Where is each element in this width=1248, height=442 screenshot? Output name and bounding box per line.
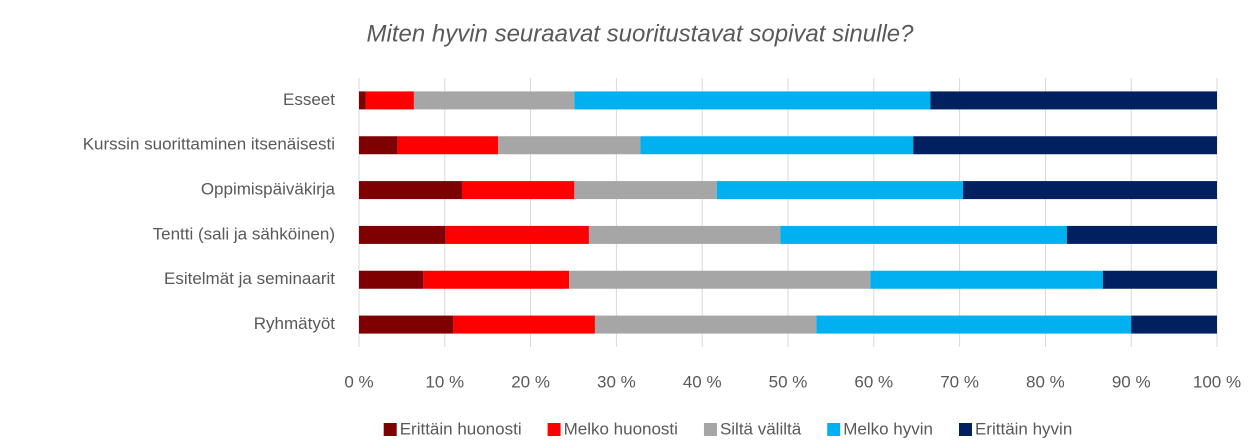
x-tick-label: 0 % bbox=[344, 372, 373, 391]
y-tick-label: Oppimispäiväkirja bbox=[201, 180, 336, 199]
bar-segment bbox=[359, 225, 446, 244]
bar-segment bbox=[780, 225, 1067, 244]
y-tick-label: Kurssin suorittaminen itsenäisesti bbox=[83, 135, 335, 154]
bar-segment bbox=[359, 270, 424, 289]
bar-segment bbox=[413, 91, 575, 110]
bar-segment bbox=[461, 181, 575, 200]
legend-label: Erittäin huonosti bbox=[400, 419, 522, 438]
x-tick-label: 20 % bbox=[511, 372, 550, 391]
x-tick-label: 80 % bbox=[1026, 372, 1065, 391]
bar-segment bbox=[397, 136, 498, 155]
bar-segment bbox=[816, 315, 1132, 334]
bar-segment bbox=[1102, 270, 1217, 289]
legend-label: Erittäin hyvin bbox=[975, 419, 1072, 438]
y-tick-label: Ryhmätyöt bbox=[254, 314, 336, 333]
chart-title: Miten hyvin seuraavat suoritustavat sopi… bbox=[367, 20, 915, 47]
y-tick-label: Esitelmät ja seminaarit bbox=[164, 269, 335, 288]
bar-segment bbox=[423, 270, 570, 289]
bar-segment bbox=[359, 315, 454, 334]
bar-segment bbox=[497, 136, 641, 155]
bar-segment bbox=[963, 181, 1217, 200]
bar-segment bbox=[1066, 225, 1217, 244]
bar-segment bbox=[445, 225, 589, 244]
bar-segment bbox=[870, 270, 1103, 289]
x-tick-label: 90 % bbox=[1112, 372, 1151, 391]
x-tick-label: 70 % bbox=[940, 372, 979, 391]
legend-swatch bbox=[827, 423, 841, 436]
bar-segment bbox=[359, 181, 462, 200]
legend-swatch bbox=[703, 423, 717, 436]
bar-segment bbox=[359, 136, 398, 155]
legend-swatch bbox=[958, 423, 972, 436]
y-tick-label: Esseet bbox=[283, 90, 335, 109]
bar-segment bbox=[588, 225, 781, 244]
x-tick-label: 30 % bbox=[597, 372, 636, 391]
bar-segment bbox=[569, 270, 871, 289]
bar-segment bbox=[1131, 315, 1217, 334]
bar-segment bbox=[716, 181, 964, 200]
legend-swatch bbox=[383, 423, 397, 436]
y-tick-label: Tentti (sali ja sähköinen) bbox=[153, 224, 335, 243]
x-tick-label: 100 % bbox=[1193, 372, 1241, 391]
bar-segment bbox=[913, 136, 1217, 155]
legend-label: Melko hyvin bbox=[843, 419, 933, 438]
bar-segment bbox=[574, 91, 931, 110]
legend-label: Melko huonosti bbox=[564, 419, 678, 438]
x-tick-label: 50 % bbox=[769, 372, 808, 391]
legend-swatch bbox=[547, 423, 561, 436]
bar-segment bbox=[574, 181, 717, 200]
x-tick-label: 40 % bbox=[683, 372, 722, 391]
bar-segment bbox=[359, 91, 366, 110]
bar-segment bbox=[594, 315, 817, 334]
bar-segment bbox=[453, 315, 595, 334]
bar-segment bbox=[365, 91, 414, 110]
legend-label: Siltä väliltä bbox=[720, 419, 802, 438]
bar-segment bbox=[930, 91, 1217, 110]
x-tick-label: 10 % bbox=[425, 372, 464, 391]
bar-segment bbox=[640, 136, 914, 155]
x-tick-label: 60 % bbox=[854, 372, 893, 391]
